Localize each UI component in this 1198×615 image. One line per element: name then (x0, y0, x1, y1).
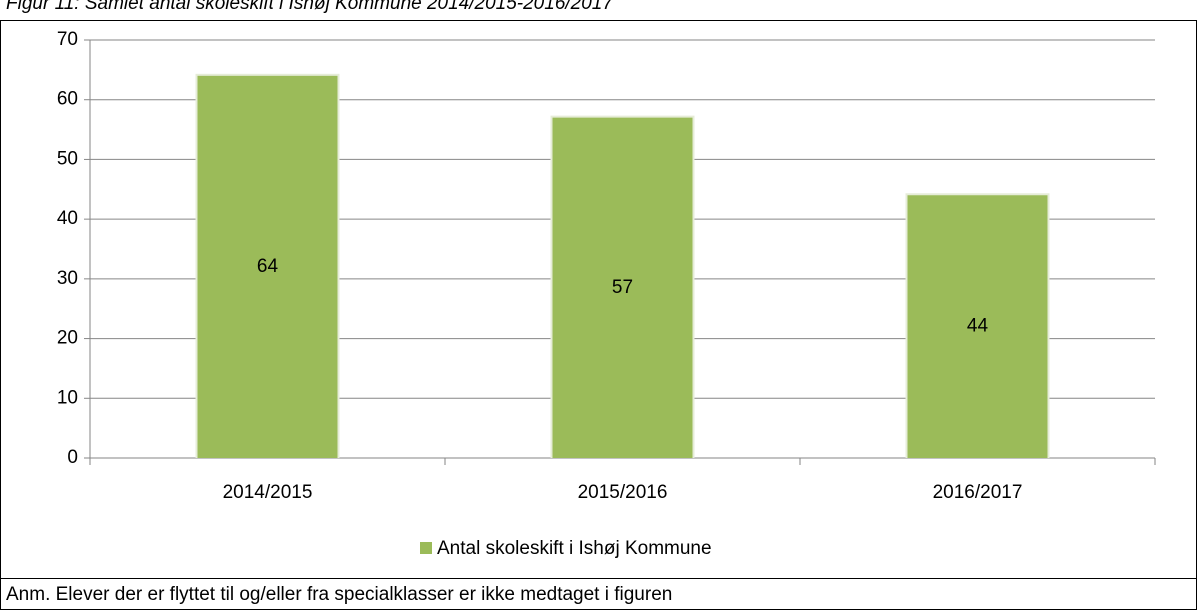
data-label: 57 (612, 277, 633, 298)
x-tick-label: 2014/2015 (223, 482, 313, 503)
y-tick-label: 50 (57, 148, 78, 169)
y-tick-label: 70 (57, 29, 78, 50)
bar (907, 195, 1048, 458)
legend-label: Antal skoleskift i Ishøj Kommune (437, 538, 712, 559)
note: Anm. Elever der er flyttet til og/eller … (6, 584, 672, 605)
y-tick-label: 60 (57, 89, 78, 110)
bar (197, 75, 338, 458)
y-tick-label: 20 (57, 328, 78, 349)
data-label: 64 (257, 256, 279, 277)
bar (552, 117, 693, 458)
x-tick-label: 2015/2016 (578, 482, 668, 503)
y-tick-label: 0 (67, 447, 78, 468)
y-tick-label: 30 (57, 268, 78, 289)
legend-swatch (420, 542, 432, 554)
x-tick-label: 2016/2017 (933, 482, 1023, 503)
y-tick-label: 10 (57, 387, 78, 408)
data-label: 44 (967, 316, 989, 337)
chart-title: Figur 11: Samlet antal skoleskift i Ishø… (6, 0, 614, 14)
y-tick-label: 40 (57, 208, 78, 229)
